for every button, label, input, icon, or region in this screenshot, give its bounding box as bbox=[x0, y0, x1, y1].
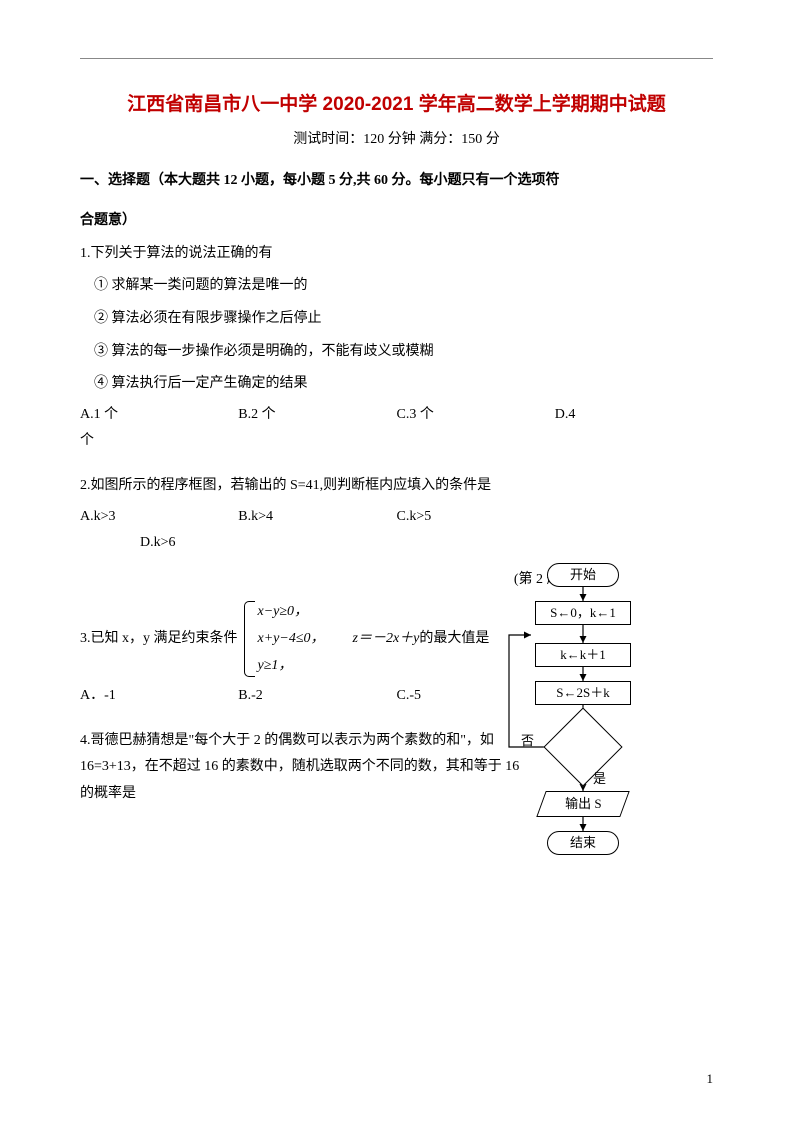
flow-end: 结束 bbox=[547, 831, 619, 855]
flow-init: S←0，k←1 bbox=[535, 601, 631, 625]
flow-start: 开始 bbox=[547, 563, 619, 587]
q3-expr: z＝－2x＋y bbox=[353, 626, 420, 653]
q1-item-2: ② 算法必须在有限步骤操作之后停止 bbox=[94, 306, 713, 333]
q1-opt-c: C.3 个 bbox=[397, 402, 555, 429]
flow-output-text: 输出 S bbox=[565, 796, 601, 812]
section-heading-l2: 合题意） bbox=[80, 208, 713, 235]
q1-opt-a: A.1 个 bbox=[80, 402, 238, 429]
q3-constraints: x−y≥0， x+y−4≤0， y≥1， bbox=[244, 599, 325, 679]
flow-step2: S←2S＋k bbox=[535, 681, 631, 705]
q1-item-3: ③ 算法的每一步操作必须是明确的，不能有歧义或模糊 bbox=[94, 339, 713, 366]
q3-opt-a: A．-1 bbox=[80, 683, 238, 710]
section-heading-l1: 一、选择题（本大题共 12 小题，每小题 5 分,共 60 分。每小题只有一个选… bbox=[80, 168, 713, 195]
page-title: 江西省南昌市八一中学 2020-2021 学年高二数学上学期期中试题 bbox=[80, 87, 713, 123]
q1-item-4: ④ 算法执行后一定产生确定的结果 bbox=[94, 371, 713, 398]
top-rule bbox=[80, 58, 713, 59]
q2-opt-c: C.k>5 bbox=[397, 504, 555, 531]
q1-item-1: ① 求解某一类问题的算法是唯一的 bbox=[94, 273, 713, 300]
flow-yes-label: 是 bbox=[593, 767, 606, 792]
q2-stem: 2.如图所示的程序框图，若输出的 S=41,则判断框内应填入的条件是 bbox=[80, 473, 713, 500]
q2-opt-d: D.k>6 bbox=[80, 530, 713, 557]
q2-opt-b: B.k>4 bbox=[238, 504, 396, 531]
q1-opt-b: B.2 个 bbox=[238, 402, 396, 429]
q3-c1: x−y≥0， bbox=[258, 599, 325, 626]
q1-stem: 1.下列关于算法的说法正确的有 bbox=[80, 241, 713, 268]
q1-opt-d: D.4 bbox=[555, 402, 713, 429]
q1-tail: 个 bbox=[80, 428, 713, 455]
flow-step1: k←k＋1 bbox=[535, 643, 631, 667]
q2-options: A.k>3 B.k>4 C.k>5 bbox=[80, 504, 713, 531]
page-number: 1 bbox=[707, 1067, 714, 1092]
q2-opt-c-empty bbox=[555, 504, 713, 531]
flow-output: 输出 S bbox=[536, 791, 629, 817]
flow-no-label: 否 bbox=[521, 729, 534, 754]
q3-c3: y≥1， bbox=[258, 653, 325, 680]
q3-c2: x+y−4≤0， bbox=[258, 626, 325, 653]
q1-options: A.1 个 B.2 个 C.3 个 D.4 bbox=[80, 402, 713, 429]
q3-lead: 3.已知 x，y 满足约束条件 bbox=[80, 626, 238, 653]
q3-opt-b: B.-2 bbox=[238, 683, 396, 710]
q2-opt-a: A.k>3 bbox=[80, 504, 238, 531]
exam-info: 测试时间：120 分钟 满分：150 分 bbox=[80, 127, 713, 154]
